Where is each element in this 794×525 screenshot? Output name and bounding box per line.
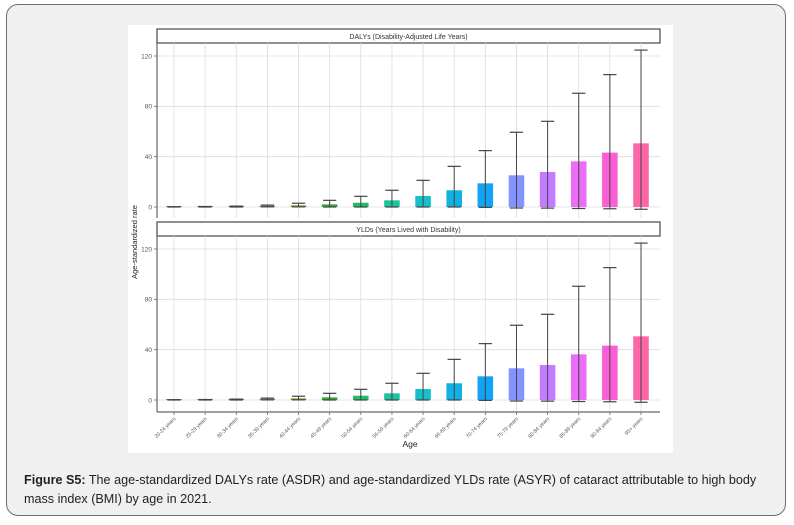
- y-tick-label: 40: [145, 347, 153, 354]
- x-tick-label: 55-59 years: [372, 416, 396, 440]
- x-tick-label: 30-34 years: [216, 416, 240, 440]
- x-tick-label: 45-49 years: [309, 416, 333, 440]
- panel-dalys: DALYs (Disability-Adjusted Life Years) 0 4…: [141, 28, 661, 218]
- facet-strip: [156, 28, 661, 44]
- x-tick-label: 60-64 years: [403, 416, 427, 440]
- figure-caption: Figure S5: The age-standardized DALYs ra…: [24, 471, 776, 509]
- x-tick-label: 70-74 years: [465, 416, 489, 440]
- panel-ylds: YLDs (Years Lived with Disability) 0 40 80 1…: [141, 221, 661, 412]
- x-tick-label: 25-29 years: [185, 416, 209, 440]
- x-tick-label: 20-24 years: [154, 416, 178, 440]
- y-tick-label: 120: [141, 246, 152, 253]
- y-tick-label: 120: [141, 53, 152, 60]
- y-tick-label: 0: [148, 397, 152, 404]
- x-tick-label: 65-69 years: [434, 416, 458, 440]
- figure-image: DALYs (Disability-Adjusted Life Years) 0 4…: [128, 25, 673, 453]
- x-tick-label: 85-89 years: [559, 416, 583, 440]
- x-axis-label: Age: [402, 439, 417, 449]
- caption-text: The age-standardized DALYs rate (ASDR) a…: [24, 473, 757, 506]
- caption-label: Figure S5:: [24, 473, 86, 487]
- faceted-bar-chart: DALYs (Disability-Adjusted Life Years) 0 4…: [130, 28, 661, 449]
- y-axis-label: Age-standardized rate: [130, 205, 139, 279]
- x-tick-label: 75-79 years: [496, 416, 520, 440]
- x-tick-label: 95+ years: [624, 416, 645, 437]
- x-tick-label: 40-44 years: [278, 416, 302, 440]
- facet-title: DALYs (Disability-Adjusted Life Years): [349, 34, 467, 41]
- x-tick-label: 35-39 years: [247, 416, 271, 440]
- facet-title: YLDs (Years Lived with Disability): [356, 227, 460, 234]
- x-axis: 20-24 years 25-29 years 30-34 years 35-39 y…: [154, 411, 660, 440]
- x-tick-label: 90-94 years: [590, 416, 614, 440]
- x-tick-label: 80-84 years: [527, 416, 551, 440]
- y-tick-label: 80: [145, 104, 153, 111]
- facet-strip: [156, 221, 661, 237]
- y-tick-label: 40: [145, 154, 153, 161]
- x-tick-label: 50-54 years: [341, 416, 365, 440]
- y-tick-label: 0: [148, 204, 152, 211]
- y-tick-label: 80: [145, 297, 153, 304]
